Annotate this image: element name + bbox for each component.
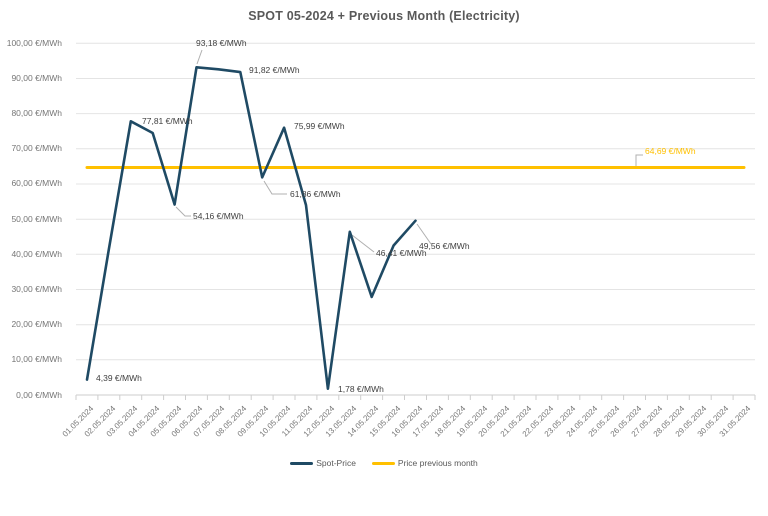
previous-month-line-swatch	[371, 461, 395, 465]
y-axis-label: 50,00 €/MWh	[11, 213, 62, 224]
label-leader-line	[416, 223, 432, 245]
legend-item-price-previous-month[interactable]: Price previous month	[371, 458, 478, 468]
label-leader-line	[196, 49, 203, 65]
spot-price-line-swatch	[290, 461, 314, 465]
legend-label-spot-price: Spot-Price	[316, 458, 356, 468]
label-leader-line	[263, 180, 287, 195]
label-leader-line	[635, 154, 643, 166]
y-axis-label: 30,00 €/MWh	[11, 283, 62, 294]
y-axis-label: 80,00 €/MWh	[11, 108, 62, 119]
y-axis-label: 90,00 €/MWh	[11, 72, 62, 83]
y-axis-label: 20,00 €/MWh	[11, 319, 62, 330]
legend-item-spot-price[interactable]: Spot-Price	[290, 458, 356, 468]
legend-label-price-previous-month: Price previous month	[397, 458, 478, 468]
chart: SPOT 05-2024 + Previous Month (Electrici…	[0, 9, 768, 468]
label-leader-line	[175, 206, 191, 217]
data-label: 1,78 €/MWh	[338, 384, 384, 394]
legend: Spot-Price Price previous month	[0, 458, 768, 468]
data-label: 4,39 €/MWh	[96, 373, 142, 383]
label-leader-line	[351, 234, 375, 253]
chart-title: SPOT 05-2024 + Previous Month (Electrici…	[248, 9, 520, 23]
data-label: 91,82 €/MWh	[249, 65, 300, 75]
data-label: 77,81 €/MWh	[142, 116, 193, 126]
y-axis-label: 100,00 €/MWh	[6, 37, 62, 48]
y-axis-label: 70,00 €/MWh	[11, 143, 62, 154]
y-axis-label: 10,00 €/MWh	[11, 354, 62, 365]
data-label: 49,56 €/MWh	[419, 241, 470, 251]
spot-price-line[interactable]	[85, 66, 417, 391]
data-label: 61,86 €/MWh	[290, 189, 341, 199]
y-axis-label: 60,00 €/MWh	[11, 178, 62, 189]
data-label: 93,18 €/MWh	[196, 38, 247, 48]
y-axis-label: 0,00 €/MWh	[16, 389, 62, 400]
data-label: 54,16 €/MWh	[193, 211, 244, 221]
previous-month-data-label: 64,69 €/MWh	[645, 146, 696, 156]
data-label: 46,41 €/MWh	[376, 248, 427, 258]
y-axis-label: 40,00 €/MWh	[11, 248, 62, 259]
data-label: 75,99 €/MWh	[294, 121, 345, 131]
plot-area	[75, 42, 756, 400]
